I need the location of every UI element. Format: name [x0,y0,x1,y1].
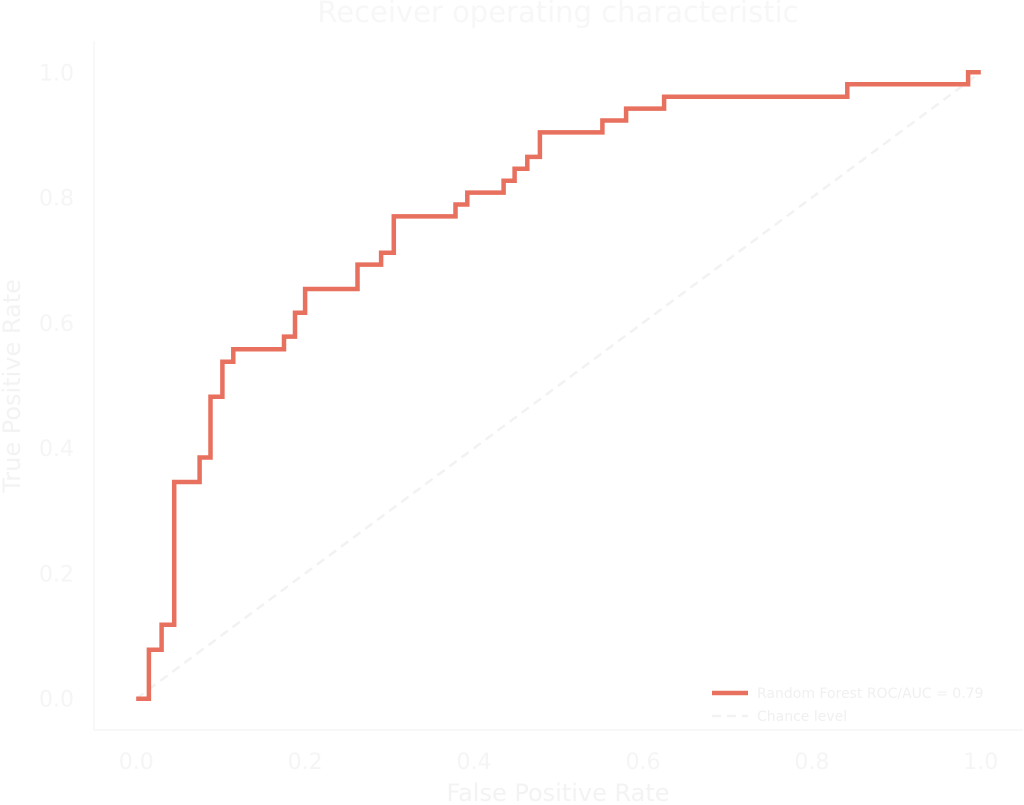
y-tick-label: 0.8 [39,187,74,212]
roc-curve-line [136,70,981,701]
chart-spines [93,41,1023,731]
x-ticks: 0.0 0.2 0.4 0.6 0.8 1.0 [119,750,999,775]
x-tick-label: 0.2 [288,750,323,775]
x-tick-label: 0.4 [457,750,492,775]
y-tick-label: 0.0 [39,688,74,713]
x-tick-label: 0.8 [794,750,829,775]
y-axis-label: True Positive Rate [0,279,26,494]
y-tick-label: 1.0 [39,61,74,86]
y-tick-label: 0.4 [39,437,74,462]
legend: Random Forest ROC/AUC = 0.79 Chance level [712,686,983,725]
x-tick-label: 0.6 [625,750,660,775]
x-tick-label: 1.0 [963,750,998,775]
series-group [135,70,982,701]
chance-level-line [135,71,982,700]
legend-chance-label: Chance level [757,709,847,725]
x-tick-label: 0.0 [119,750,154,775]
chart-title: Receiver operating characteristic [317,0,798,29]
y-tick-label: 0.2 [39,562,74,587]
y-ticks: 0.0 0.2 0.4 0.6 0.8 1.0 [39,61,74,712]
legend-roc-label: Random Forest ROC/AUC = 0.79 [757,686,983,702]
x-axis-label: False Positive Rate [446,779,669,805]
y-tick-label: 0.6 [39,312,74,337]
